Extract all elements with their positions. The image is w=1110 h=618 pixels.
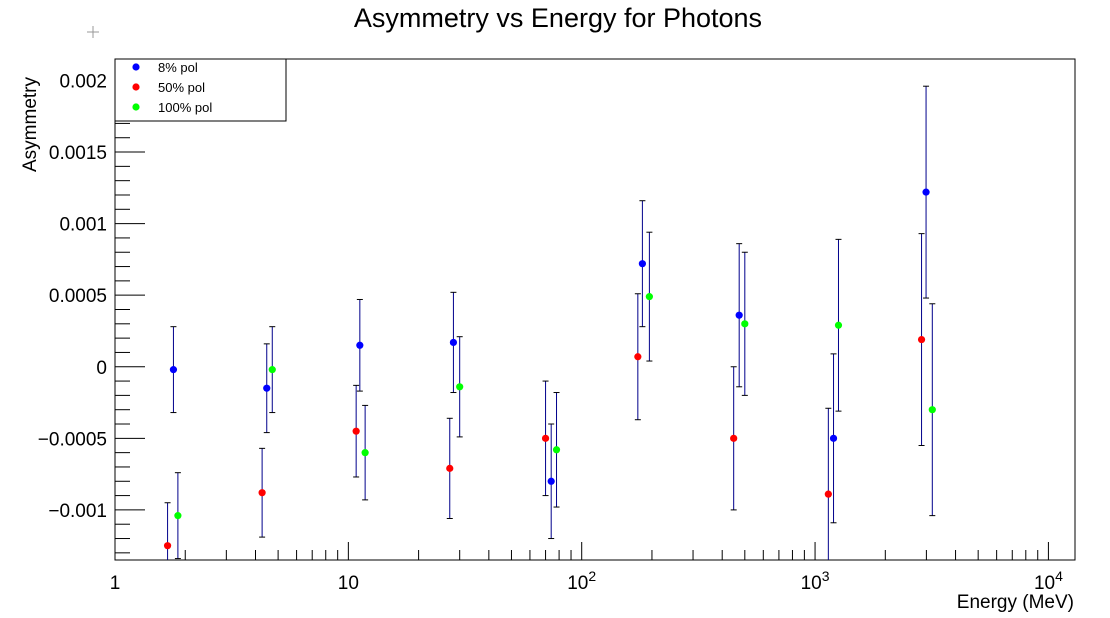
data-point (547, 477, 555, 485)
axis-ticks (114, 65, 1049, 560)
data-point (263, 384, 271, 392)
x-tick-label: 104 (1034, 568, 1063, 594)
crosshair-marker-icon (87, 26, 99, 38)
data-point (824, 490, 832, 498)
data-point (552, 446, 561, 454)
y-tick-labels: −0.001 −0.0005 0 0.0005 0.001 0.0015 0.002 (38, 71, 107, 521)
data-point (356, 341, 364, 349)
data-point (169, 366, 178, 374)
legend: 8% pol 50% pol 100% pol (114, 58, 287, 122)
legend-marker (132, 103, 140, 111)
x-tick-exponent: 4 (1055, 568, 1063, 584)
y-tick-label: 0.0015 (49, 143, 107, 164)
x-tick-mantissa: 10 (338, 573, 359, 594)
data-point (917, 335, 926, 344)
x-tick-labels: 1 10 102 103 104 (110, 568, 1063, 594)
legend-label: 100% pol (158, 100, 212, 115)
x-tick-label: 10 (338, 573, 359, 594)
y-tick-label: 0 (96, 358, 107, 379)
legend-label: 8% pol (158, 60, 198, 75)
x-tick-mantissa: 10 (801, 573, 822, 594)
x-axis-label: Energy (MeV) (957, 592, 1074, 613)
x-tick-mantissa: 10 (567, 573, 588, 594)
x-tick-label: 1 (110, 573, 121, 594)
data-point (258, 489, 266, 497)
legend-label: 50% pol (158, 80, 205, 95)
y-tick-label: −0.0005 (38, 429, 107, 450)
data-series (163, 85, 936, 560)
data-point (741, 320, 749, 328)
data-point (174, 512, 182, 520)
series-1 (169, 85, 930, 540)
data-point (834, 321, 843, 329)
data-point (163, 542, 172, 550)
series-2 (163, 233, 926, 560)
x-tick-exponent: 3 (822, 568, 830, 584)
data-point (928, 406, 936, 414)
data-point (361, 449, 369, 457)
data-point (735, 311, 743, 319)
plot-frame (114, 58, 1076, 561)
legend-marker (132, 63, 140, 71)
y-tick-label: 0.002 (59, 71, 107, 92)
y-axis-label: Asymmetry (20, 77, 41, 173)
data-point (541, 434, 550, 442)
data-point (446, 464, 454, 472)
data-point (645, 293, 653, 301)
data-point (268, 366, 276, 374)
y-tick-label: 0.001 (59, 215, 107, 236)
y-tick-label: −0.001 (48, 501, 107, 522)
legend-marker (132, 83, 140, 91)
chart-title: Asymmetry vs Energy for Photons (354, 3, 762, 33)
y-tick-label: 0.0005 (49, 286, 107, 307)
data-point (456, 383, 464, 391)
data-point (638, 260, 646, 268)
legend-box (114, 58, 287, 122)
x-tick-label: 102 (567, 568, 596, 594)
data-point (449, 338, 458, 347)
data-point (352, 427, 360, 435)
data-point (730, 434, 738, 442)
data-point (634, 353, 642, 361)
data-point (829, 434, 838, 442)
x-tick-label: 103 (801, 568, 830, 594)
data-point (922, 188, 930, 196)
x-tick-mantissa: 1 (110, 573, 121, 594)
x-tick-mantissa: 10 (1034, 573, 1055, 594)
x-tick-exponent: 2 (588, 568, 596, 584)
series-3 (174, 231, 936, 560)
